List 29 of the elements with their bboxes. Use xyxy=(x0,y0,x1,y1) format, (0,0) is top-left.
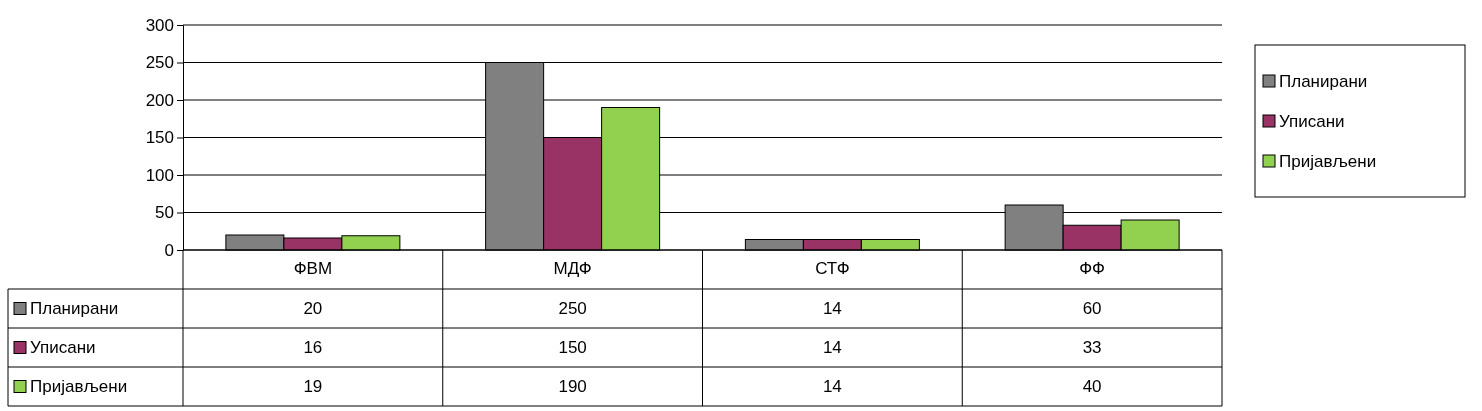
text: Пријављени xyxy=(30,377,128,396)
y-tick-label: 50 xyxy=(155,203,174,223)
x-tick-label: СТФ xyxy=(815,259,850,278)
data-label: 40 xyxy=(1082,377,1102,396)
legend-label: Уписани xyxy=(1279,111,1345,131)
x-tick-label: ФВМ xyxy=(293,259,333,278)
data-label: 33 xyxy=(1082,338,1102,357)
text: Уписани xyxy=(30,338,96,357)
x-tick-label: ФФ xyxy=(1079,259,1106,278)
y-tick-label: 0 xyxy=(164,240,174,260)
data-label: 19 xyxy=(303,377,323,396)
data-label: 14 xyxy=(822,338,842,357)
data-label: 14 xyxy=(822,299,842,318)
data-label: 16 xyxy=(303,338,323,357)
y-tick-label: 150 xyxy=(145,128,174,148)
legend-label: Пријављени xyxy=(1279,151,1377,171)
data-label: 60 xyxy=(1082,299,1102,318)
y-tick-label: 200 xyxy=(145,90,174,110)
legend-label: Планирани xyxy=(30,299,119,318)
y-tick-label: 100 xyxy=(145,165,174,185)
data-label: 150 xyxy=(558,338,587,357)
data-label: 250 xyxy=(558,299,587,318)
y-tick-label: 300 xyxy=(145,15,174,35)
data-label: 14 xyxy=(822,377,842,396)
y-tick-label: 250 xyxy=(145,53,174,73)
text: Планирани xyxy=(1279,71,1368,91)
x-tick-label: МДФ xyxy=(553,259,592,278)
data-label: 190 xyxy=(558,377,587,396)
data-label: 20 xyxy=(303,299,323,318)
